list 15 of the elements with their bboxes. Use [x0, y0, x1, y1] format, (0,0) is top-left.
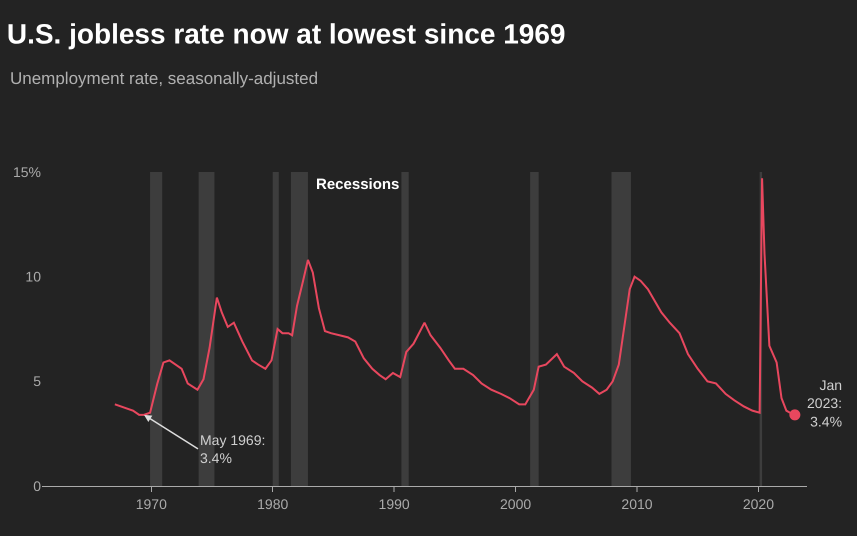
- x-tick-label: 1990: [378, 496, 410, 512]
- x-tick-label: 2020: [742, 496, 774, 512]
- x-tick-label: 1980: [257, 496, 288, 512]
- chart-title: U.S. jobless rate now at lowest since 1969: [6, 18, 566, 50]
- band-label: Recessions: [316, 176, 400, 193]
- y-tick-label: 10: [25, 268, 42, 285]
- annotation: Jan 2023: 3.4%: [807, 377, 842, 430]
- chart-subtitle: Unemployment rate, seasonally-adjusted: [10, 69, 318, 88]
- annotation: May 1969: 3.4%: [200, 432, 266, 466]
- y-tick-label: 15%: [12, 164, 41, 180]
- x-tick-label: 2000: [500, 496, 532, 512]
- x-tick-label: 1970: [136, 496, 168, 512]
- x-tick-label: 2010: [621, 496, 653, 512]
- y-tick-label: 0: [33, 478, 42, 494]
- y-tick-label: 5: [33, 373, 42, 390]
